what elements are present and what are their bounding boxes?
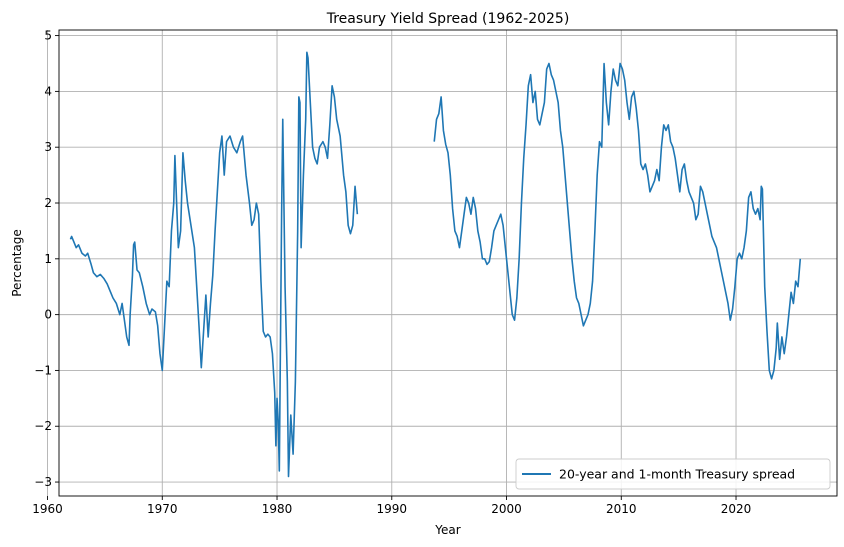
y-tick-label: 5 [44, 29, 52, 43]
x-tick-label: 2000 [491, 502, 522, 516]
legend: 20-year and 1-month Treasury spread [515, 458, 831, 490]
y-tick-label: −1 [34, 363, 52, 377]
x-tick-label: 2020 [721, 502, 752, 516]
y-tick-label: 0 [44, 308, 52, 322]
chart-title: Treasury Yield Spread (1962-2025) [326, 11, 570, 27]
y-gridlines [59, 35, 837, 483]
x-tick-label: 1990 [376, 502, 407, 516]
x-axis-label: Year [434, 523, 460, 537]
y-axis-ticks: −3 −2 −1 0 1 2 3 4 5 [34, 29, 59, 489]
y-tick-label: −2 [34, 419, 52, 433]
x-axis-ticks: 1960 1970 1980 1990 2000 2010 2020 [32, 496, 751, 516]
y-tick-label: 2 [44, 196, 52, 210]
x-gridlines [47, 30, 737, 496]
y-tick-label: 1 [44, 252, 52, 266]
x-tick-label: 1970 [147, 502, 178, 516]
x-tick-label: 1960 [32, 502, 63, 516]
y-axis-label: Percentage [10, 229, 24, 297]
plot-frame [58, 29, 838, 497]
legend-entry: 20-year and 1-month Treasury spread [559, 467, 795, 482]
legend-box [515, 458, 831, 490]
series-layer [69, 51, 802, 478]
y-tick-label: 3 [44, 140, 52, 154]
x-tick-label: 1980 [262, 502, 293, 516]
x-tick-label: 2010 [606, 502, 637, 516]
y-tick-label: 4 [44, 84, 52, 98]
series-line-segment-2 [433, 62, 802, 380]
y-tick-label: −3 [34, 475, 52, 489]
series-line-segment-1 [69, 51, 359, 478]
